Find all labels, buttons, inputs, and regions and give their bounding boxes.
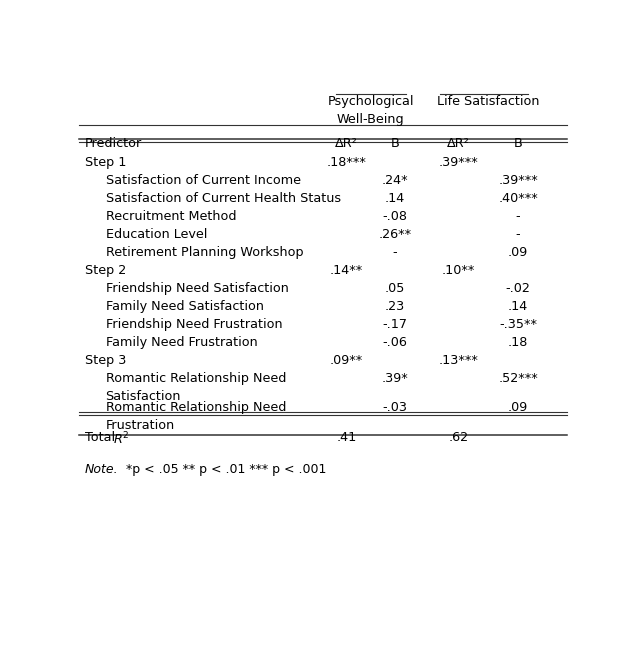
Text: .18: .18: [508, 336, 529, 349]
Text: Romantic Relationship Need: Romantic Relationship Need: [106, 372, 286, 385]
Text: Life Satisfaction: Life Satisfaction: [437, 95, 540, 108]
Text: .09: .09: [508, 246, 529, 259]
Text: Friendship Need Frustration: Friendship Need Frustration: [106, 318, 282, 331]
Text: .14: .14: [508, 300, 529, 313]
Text: Retirement Planning Workshop: Retirement Planning Workshop: [106, 246, 303, 259]
Text: .23: .23: [385, 300, 405, 313]
Text: Recruitment Method: Recruitment Method: [106, 210, 236, 223]
Text: Family Need Satisfaction: Family Need Satisfaction: [106, 300, 263, 313]
Text: -.06: -.06: [382, 336, 408, 349]
Text: .14: .14: [385, 192, 405, 205]
Text: ΔR²: ΔR²: [447, 138, 470, 150]
Text: Satisfaction: Satisfaction: [106, 390, 181, 403]
Text: *p < .05 ** p < .01 *** p < .001: *p < .05 ** p < .01 *** p < .001: [118, 463, 326, 476]
Text: $\mathit{R}^2$: $\mathit{R}^2$: [113, 430, 129, 447]
Text: -: -: [393, 246, 398, 259]
Text: ΔR²: ΔR²: [335, 138, 358, 150]
Text: Satisfaction of Current Health Status: Satisfaction of Current Health Status: [106, 192, 341, 205]
Text: .09: .09: [508, 401, 529, 414]
Text: .13***: .13***: [438, 354, 479, 367]
Text: B: B: [391, 138, 399, 150]
Text: Step 3: Step 3: [84, 354, 126, 367]
Text: .39***: .39***: [438, 156, 478, 169]
Text: Total: Total: [84, 430, 123, 443]
Text: Friendship Need Satisfaction: Friendship Need Satisfaction: [106, 282, 289, 295]
Text: .40***: .40***: [498, 192, 538, 205]
Text: .39***: .39***: [498, 174, 538, 187]
Text: .62: .62: [449, 430, 469, 443]
Text: .18***: .18***: [326, 156, 366, 169]
Text: Note.: Note.: [84, 463, 118, 476]
Text: -.03: -.03: [382, 401, 408, 414]
Text: Frustration: Frustration: [106, 419, 175, 432]
Text: Well-Being: Well-Being: [337, 113, 404, 126]
Text: .24*: .24*: [382, 174, 408, 187]
Text: -.02: -.02: [506, 282, 530, 295]
Text: Step 2: Step 2: [84, 264, 126, 277]
Text: B: B: [514, 138, 522, 150]
Text: .26**: .26**: [379, 228, 411, 241]
Text: -.17: -.17: [382, 318, 408, 331]
Text: .14**: .14**: [329, 264, 363, 277]
Text: Family Need Frustration: Family Need Frustration: [106, 336, 257, 349]
Text: Predictor: Predictor: [84, 138, 142, 150]
Text: -: -: [516, 228, 520, 241]
Text: .09**: .09**: [329, 354, 363, 367]
Text: Step 1: Step 1: [84, 156, 126, 169]
Text: .41: .41: [336, 430, 357, 443]
Text: Romantic Relationship Need: Romantic Relationship Need: [106, 401, 286, 414]
Text: .39*: .39*: [382, 372, 408, 385]
Text: Satisfaction of Current Income: Satisfaction of Current Income: [106, 174, 301, 187]
Text: Psychological: Psychological: [328, 95, 414, 108]
Text: -.08: -.08: [382, 210, 408, 223]
Text: Education Level: Education Level: [106, 228, 207, 241]
Text: .05: .05: [385, 282, 405, 295]
Text: -: -: [516, 210, 520, 223]
Text: .10**: .10**: [442, 264, 475, 277]
Text: -.35**: -.35**: [499, 318, 537, 331]
Text: .52***: .52***: [498, 372, 538, 385]
